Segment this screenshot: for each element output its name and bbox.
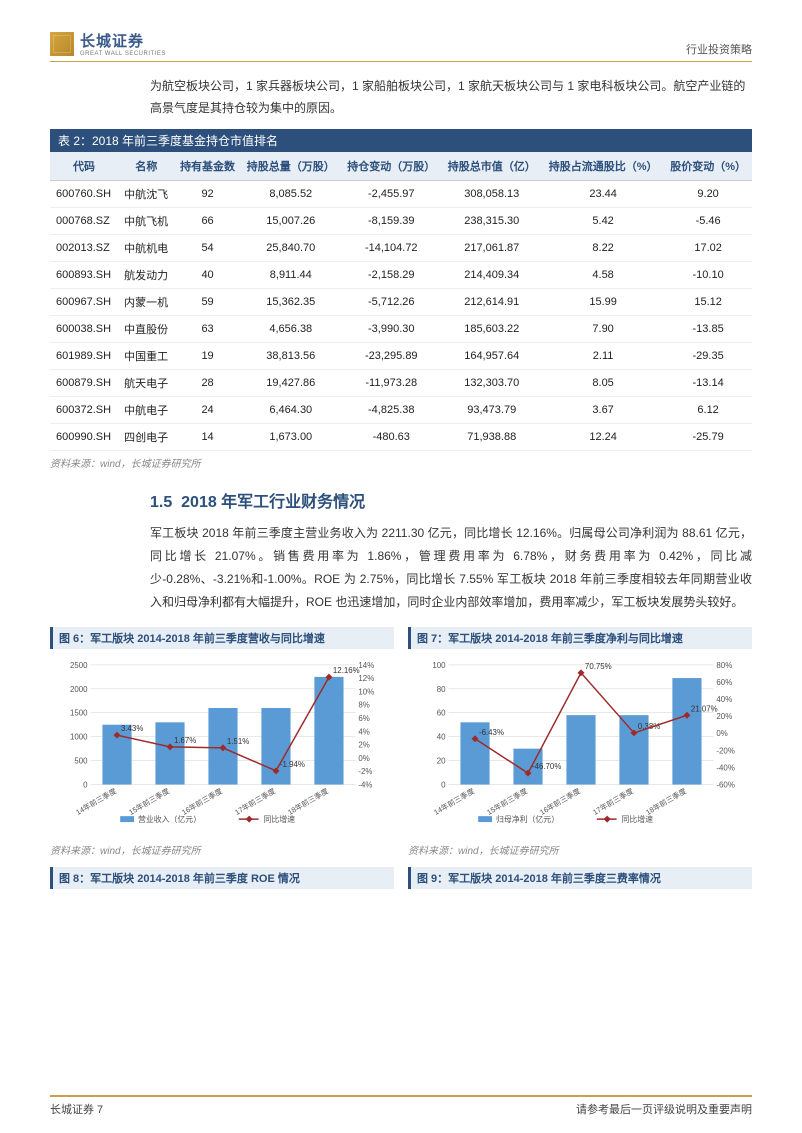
svg-text:40: 40 xyxy=(437,733,446,742)
svg-text:-20%: -20% xyxy=(716,747,734,756)
svg-text:2000: 2000 xyxy=(70,685,88,694)
section-number: 1.5 xyxy=(150,494,172,511)
table-header: 持仓变动（万股） xyxy=(341,152,441,181)
svg-text:-40%: -40% xyxy=(716,764,734,773)
svg-text:1.67%: 1.67% xyxy=(174,736,196,745)
svg-text:0%: 0% xyxy=(358,754,369,763)
svg-text:-4%: -4% xyxy=(358,781,372,790)
svg-text:1.51%: 1.51% xyxy=(227,737,249,746)
svg-text:80: 80 xyxy=(437,685,446,694)
svg-text:1500: 1500 xyxy=(70,709,88,718)
svg-text:同比增速: 同比增速 xyxy=(264,814,296,824)
svg-text:14年前三季度: 14年前三季度 xyxy=(74,786,119,818)
holdings-table: 代码名称持有基金数持股总量（万股）持仓变动（万股）持股总市值（亿）持股占流通股比… xyxy=(50,152,752,451)
table-row: 600038.SH中直股份634,656.38-3,990.30185,603.… xyxy=(50,316,752,343)
svg-text:归母净利（亿元）: 归母净利（亿元） xyxy=(496,814,559,824)
svg-text:-1.94%: -1.94% xyxy=(280,760,305,769)
chart9-title: 图 9：军工版块 2014-2018 年前三季度三费率情况 xyxy=(408,867,752,889)
svg-text:6%: 6% xyxy=(358,714,369,723)
svg-text:12%: 12% xyxy=(358,675,374,684)
svg-text:14%: 14% xyxy=(358,661,374,670)
table-header: 持股总市值（亿） xyxy=(442,152,542,181)
svg-text:20: 20 xyxy=(437,757,446,766)
svg-text:60: 60 xyxy=(437,709,446,718)
table-header: 名称 xyxy=(118,152,175,181)
svg-text:-2%: -2% xyxy=(358,768,372,777)
footer-left: 长城证券 7 xyxy=(50,1101,103,1117)
svg-text:60%: 60% xyxy=(716,678,732,687)
svg-text:16年前三季度: 16年前三季度 xyxy=(180,786,225,818)
svg-text:16年前三季度: 16年前三季度 xyxy=(538,786,583,818)
svg-text:-46.70%: -46.70% xyxy=(532,763,561,772)
table-header: 股价变动（%） xyxy=(664,152,752,181)
table-row: 600893.SH航发动力408,911.44-2,158.29214,409.… xyxy=(50,262,752,289)
section-paragraph: 军工板块 2018 年前三季度主营业务收入为 2211.30 亿元，同比增长 1… xyxy=(150,522,752,613)
section-heading: 1.5 2018 年军工行业财务情况 xyxy=(150,488,752,512)
svg-text:营业收入（亿元）: 营业收入（亿元） xyxy=(138,814,201,824)
page-header: 长城证券 GREAT WALL SECURITIES 行业投资策略 xyxy=(50,30,752,62)
chart6: 0 500 1000 1500 2000 2500 -4% -2% 0% 2% 4% 6% 8% 10% 1… xyxy=(50,649,394,834)
svg-text:18年前三季度: 18年前三季度 xyxy=(644,786,689,818)
chart6-source: 资料来源：wind，长城证券研究所 xyxy=(50,842,394,857)
chart6-title: 图 6：军工版块 2014-2018 年前三季度营收与同比增速 xyxy=(50,627,394,649)
chart7-source: 资料来源：wind，长城证券研究所 xyxy=(408,842,752,857)
svg-text:0: 0 xyxy=(441,781,446,790)
svg-text:500: 500 xyxy=(74,757,88,766)
logo-icon xyxy=(50,32,74,56)
svg-text:15年前三季度: 15年前三季度 xyxy=(485,786,530,818)
table-row: 600990.SH四创电子141,673.00-480.6371,938.881… xyxy=(50,424,752,451)
table-header: 持股占流通股比（%） xyxy=(542,152,664,181)
table-row: 600879.SH航天电子2819,427.86-11,973.28132,30… xyxy=(50,370,752,397)
table-header: 持股总量（万股） xyxy=(241,152,341,181)
intro-paragraph: 为航空板块公司，1 家兵器板块公司，1 家船舶板块公司，1 家航天板块公司与 1… xyxy=(150,76,752,119)
svg-text:4%: 4% xyxy=(358,728,369,737)
svg-text:0%: 0% xyxy=(716,730,727,739)
svg-text:-60%: -60% xyxy=(716,781,734,790)
svg-text:70.75%: 70.75% xyxy=(585,662,612,671)
svg-text:2%: 2% xyxy=(358,741,369,750)
section-title: 2018 年军工行业财务情况 xyxy=(181,494,365,511)
svg-text:20%: 20% xyxy=(716,713,732,722)
svg-text:40%: 40% xyxy=(716,695,732,704)
svg-text:3.43%: 3.43% xyxy=(121,725,143,734)
chart7: 0 20 40 60 80 100 -60% -40% -20% 0% 20% 40% 60% 80% -6… xyxy=(408,649,752,834)
svg-text:17年前三季度: 17年前三季度 xyxy=(233,786,278,818)
header-category: 行业投资策略 xyxy=(686,41,752,57)
footer-right: 请参考最后一页评级说明及重要声明 xyxy=(576,1101,752,1117)
svg-text:21.07%: 21.07% xyxy=(691,705,718,714)
svg-text:80%: 80% xyxy=(716,661,732,670)
svg-text:18年前三季度: 18年前三季度 xyxy=(286,786,331,818)
table-row: 600760.SH中航沈飞928,085.52-2,455.97308,058.… xyxy=(50,181,752,208)
page-footer: 长城证券 7 请参考最后一页评级说明及重要声明 xyxy=(50,1095,752,1117)
svg-text:2500: 2500 xyxy=(70,661,88,670)
svg-text:同比增速: 同比增速 xyxy=(622,814,654,824)
table-header: 代码 xyxy=(50,152,118,181)
table-source: 资料来源：wind，长城证券研究所 xyxy=(50,455,752,470)
brand-name-cn: 长城证券 xyxy=(80,33,144,50)
brand-logo: 长城证券 GREAT WALL SECURITIES xyxy=(50,30,166,57)
svg-text:17年前三季度: 17年前三季度 xyxy=(591,786,636,818)
table-row: 600967.SH内蒙一机5915,362.35-5,712.26212,614… xyxy=(50,289,752,316)
svg-text:12.16%: 12.16% xyxy=(333,667,360,676)
svg-text:-6.43%: -6.43% xyxy=(479,728,504,737)
svg-text:8%: 8% xyxy=(358,701,369,710)
svg-text:15年前三季度: 15年前三季度 xyxy=(127,786,172,818)
brand-name-en: GREAT WALL SECURITIES xyxy=(80,51,166,57)
svg-text:1000: 1000 xyxy=(70,733,88,742)
svg-text:10%: 10% xyxy=(358,688,374,697)
svg-text:14年前三季度: 14年前三季度 xyxy=(432,786,477,818)
chart8-title: 图 8：军工版块 2014-2018 年前三季度 ROE 情况 xyxy=(50,867,394,889)
table-row: 000768.SZ中航飞机6615,007.26-8,159.39238,315… xyxy=(50,208,752,235)
svg-text:0.38%: 0.38% xyxy=(638,722,660,731)
table-row: 601989.SH中国重工1938,813.56-23,295.89164,95… xyxy=(50,343,752,370)
table-row: 002013.SZ中航机电5425,840.70-14,104.72217,06… xyxy=(50,235,752,262)
svg-text:0: 0 xyxy=(83,781,88,790)
table-title: 表 2：2018 年前三季度基金持仓市值排名 xyxy=(50,129,752,152)
table-row: 600372.SH中航电子246,464.30-4,825.3893,473.7… xyxy=(50,397,752,424)
table-header: 持有基金数 xyxy=(175,152,241,181)
chart7-title: 图 7：军工版块 2014-2018 年前三季度净利与同比增速 xyxy=(408,627,752,649)
svg-text:100: 100 xyxy=(432,661,446,670)
